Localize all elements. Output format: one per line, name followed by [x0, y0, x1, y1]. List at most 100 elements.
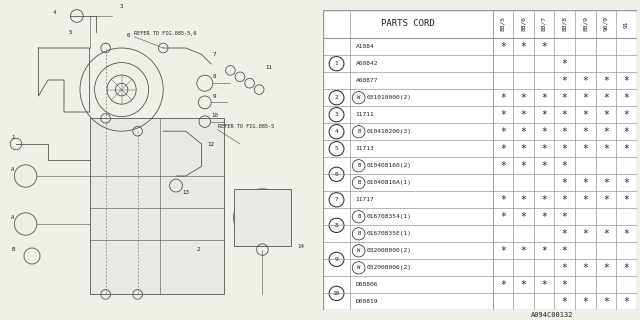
Text: *: *: [623, 297, 629, 307]
Text: 4: 4: [52, 10, 56, 15]
Text: W: W: [357, 265, 360, 270]
Text: *: *: [562, 161, 568, 171]
Text: W: W: [357, 248, 360, 253]
Text: 010408160(2): 010408160(2): [366, 163, 412, 168]
Text: 3: 3: [120, 4, 124, 9]
Text: 88/7: 88/7: [541, 16, 547, 31]
Text: *: *: [623, 76, 629, 86]
Text: *: *: [520, 127, 526, 137]
Text: 032008000(2): 032008000(2): [366, 248, 412, 253]
Text: *: *: [603, 297, 609, 307]
Text: 9: 9: [335, 257, 339, 262]
Text: *: *: [623, 127, 629, 137]
Text: 8: 8: [212, 74, 216, 79]
Text: 90/9: 90/9: [604, 16, 609, 31]
Text: B: B: [357, 180, 360, 185]
Text: *: *: [562, 144, 568, 154]
Text: A60842: A60842: [355, 61, 378, 66]
Text: *: *: [541, 42, 547, 52]
FancyBboxPatch shape: [90, 118, 224, 294]
Text: *: *: [541, 161, 547, 171]
Text: *: *: [520, 144, 526, 154]
Text: *: *: [500, 110, 506, 120]
Text: 2: 2: [335, 95, 339, 100]
Text: 7: 7: [335, 197, 339, 202]
Text: 14: 14: [298, 244, 304, 249]
Text: 5: 5: [68, 29, 72, 35]
Text: *: *: [562, 110, 568, 120]
Text: *: *: [582, 195, 588, 205]
Text: *: *: [623, 178, 629, 188]
Text: *: *: [541, 195, 547, 205]
Bar: [234, 189, 291, 246]
Text: *: *: [541, 280, 547, 290]
Text: *: *: [623, 195, 629, 205]
Text: 10: 10: [211, 113, 218, 118]
Text: *: *: [562, 297, 568, 307]
Text: *: *: [500, 127, 506, 137]
Text: A: A: [11, 215, 15, 220]
Text: *: *: [623, 263, 629, 273]
Text: 01670835E(1): 01670835E(1): [366, 231, 412, 236]
Text: A60877: A60877: [355, 78, 378, 83]
Text: *: *: [582, 229, 588, 239]
Text: *: *: [541, 246, 547, 256]
Text: *: *: [582, 127, 588, 137]
Text: REFER TO FIG.085-5: REFER TO FIG.085-5: [218, 124, 274, 129]
Text: *: *: [562, 76, 568, 86]
Text: *: *: [500, 93, 506, 103]
Text: *: *: [603, 127, 609, 137]
Text: *: *: [562, 246, 568, 256]
Text: *: *: [520, 280, 526, 290]
Text: 11: 11: [266, 65, 272, 70]
Text: B: B: [357, 214, 360, 219]
Text: B: B: [357, 163, 360, 168]
Text: 6: 6: [335, 172, 339, 177]
Text: *: *: [520, 161, 526, 171]
Text: *: *: [603, 144, 609, 154]
Text: *: *: [562, 263, 568, 273]
Text: *: *: [520, 42, 526, 52]
Text: 2: 2: [196, 247, 200, 252]
Text: *: *: [623, 93, 629, 103]
Text: *: *: [562, 178, 568, 188]
Text: D00806: D00806: [355, 282, 378, 287]
Text: 88/5: 88/5: [500, 16, 506, 31]
Text: 13: 13: [182, 189, 189, 195]
Text: *: *: [541, 144, 547, 154]
Text: 6: 6: [126, 33, 130, 38]
Text: D00819: D00819: [355, 300, 378, 304]
Text: *: *: [541, 212, 547, 222]
Text: *: *: [562, 195, 568, 205]
Text: *: *: [541, 127, 547, 137]
Text: B: B: [357, 231, 360, 236]
Text: *: *: [500, 246, 506, 256]
Text: *: *: [623, 110, 629, 120]
Text: *: *: [603, 110, 609, 120]
Text: *: *: [562, 229, 568, 239]
Text: *: *: [582, 297, 588, 307]
Text: 5: 5: [335, 146, 339, 151]
Text: 4: 4: [335, 129, 339, 134]
Text: 3: 3: [335, 112, 339, 117]
Text: 11711: 11711: [355, 112, 374, 117]
Text: *: *: [520, 212, 526, 222]
Text: *: *: [623, 144, 629, 154]
Text: *: *: [541, 93, 547, 103]
Text: *: *: [500, 195, 506, 205]
Text: *: *: [582, 93, 588, 103]
Text: *: *: [500, 144, 506, 154]
Text: 10: 10: [333, 291, 340, 296]
Text: *: *: [582, 110, 588, 120]
Text: *: *: [500, 161, 506, 171]
Text: *: *: [603, 195, 609, 205]
Text: *: *: [582, 76, 588, 86]
Text: *: *: [603, 93, 609, 103]
Text: W: W: [357, 95, 360, 100]
Text: *: *: [562, 93, 568, 103]
Text: 88/9: 88/9: [583, 16, 588, 31]
Text: *: *: [520, 246, 526, 256]
Text: 7: 7: [212, 52, 216, 57]
Text: *: *: [562, 59, 568, 69]
Text: *: *: [623, 229, 629, 239]
